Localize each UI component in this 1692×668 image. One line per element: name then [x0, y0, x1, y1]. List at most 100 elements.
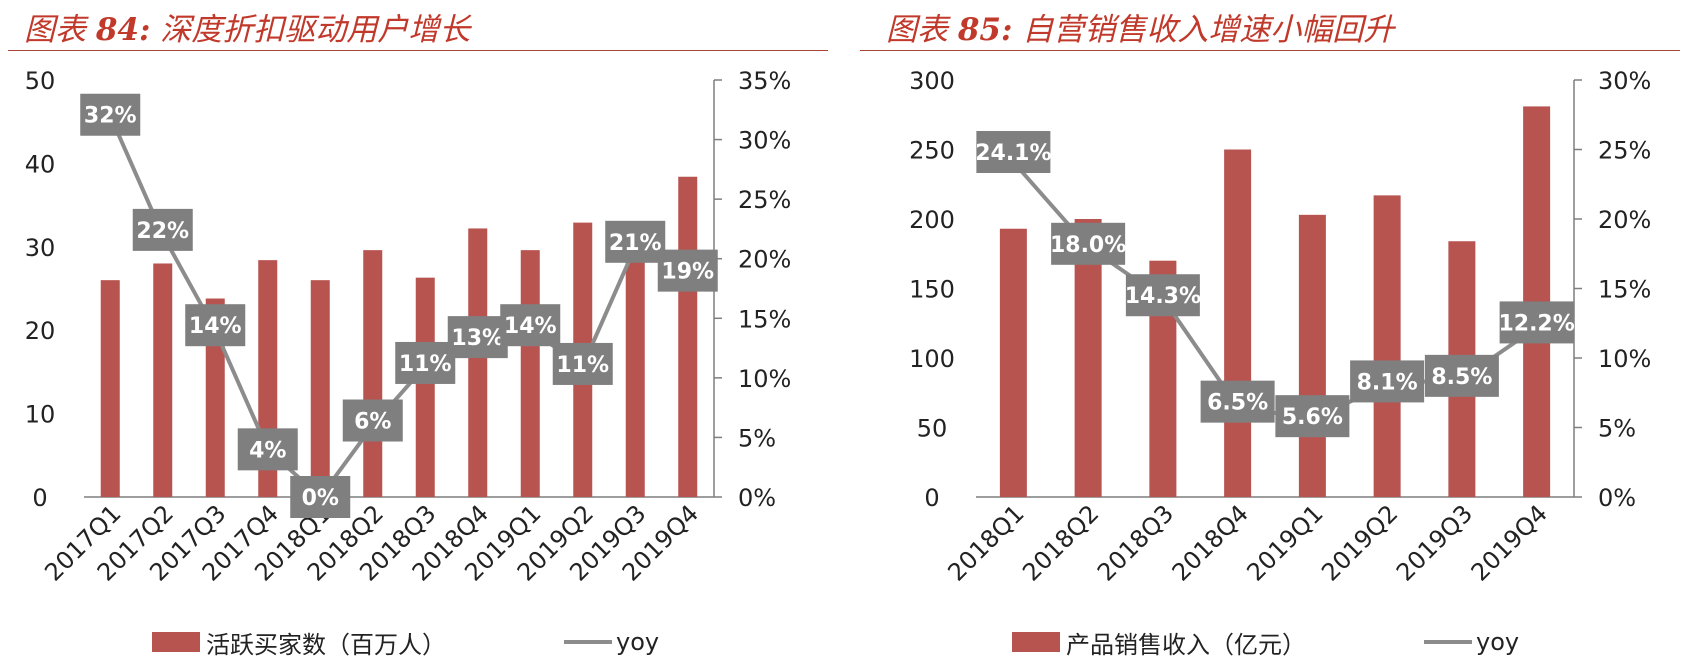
x-tick-label: 2018Q3: [1092, 499, 1179, 586]
right-tick-label: 20%: [1598, 206, 1651, 234]
yoy-data-label: 22%: [132, 208, 193, 251]
yoy-label-text: 18.0%: [1050, 233, 1126, 258]
left-tick-label: 40: [25, 150, 56, 178]
yoy-label-text: 8.5%: [1431, 365, 1492, 390]
yoy-data-label: 19%: [657, 249, 718, 292]
bar-2018Q2: [363, 250, 383, 497]
right-tick-label: 15%: [738, 305, 791, 333]
right-tick-label: 25%: [1598, 137, 1651, 165]
yoy-label-text: 5.6%: [1282, 405, 1343, 430]
yoy-label-box: [290, 476, 351, 518]
yoy-label-box: [132, 208, 193, 251]
bar-2018Q3: [415, 277, 435, 497]
x-tick-label: 2019Q2: [1316, 499, 1403, 586]
yoy-label-text: 6.5%: [1207, 391, 1268, 416]
left-tick-label: 50: [917, 415, 948, 443]
yoy-data-label: 32%: [80, 93, 141, 136]
chart-title: 图表 85: 自营销售收入增速小幅回升: [886, 12, 1395, 48]
yoy-data-label: 24.1%: [975, 131, 1052, 174]
yoy-data-label: 14%: [500, 304, 561, 347]
bar-2018Q1: [310, 280, 330, 497]
yoy-label-box: [1350, 360, 1425, 403]
yoy-label-text: 14%: [504, 314, 557, 339]
x-tick-label: 2018Q1: [942, 499, 1029, 586]
yoy-data-label: 6%: [342, 399, 403, 442]
x-tick-label: 2019Q1: [1241, 499, 1328, 586]
yoy-label-box: [500, 304, 561, 347]
left-tick-label: 20: [25, 317, 56, 345]
chart-svg-right: 0 50 100 150 200 250 300 0% 5% 10% 15% 20% 25% 30% 201…: [909, 67, 1651, 587]
yoy-label-text: 4%: [249, 438, 286, 463]
legend-line-label: yoy: [616, 628, 660, 656]
yoy-data-label: 18.0%: [1050, 222, 1126, 265]
yoy-label-text: 11%: [556, 353, 609, 378]
yoy-data-label: 11%: [552, 342, 613, 385]
left-tick-label: 150: [909, 276, 955, 304]
bar-2018Q2: [1074, 219, 1102, 497]
yoy-label-box: [185, 304, 246, 347]
title-divider: [8, 50, 828, 51]
bar-2018Q4: [468, 228, 488, 497]
right-tick-label: 15%: [1598, 276, 1651, 304]
legend-line-swatch: [1424, 640, 1472, 644]
left-tick-label: 200: [909, 206, 955, 234]
chart-panel-right: 图表 85: 自营销售收入增速小幅回升 0 50 100 150 200 250 300 0%…: [846, 0, 1692, 668]
left-tick-label: 100: [909, 345, 955, 373]
x-tick-label: 2019Q3: [1391, 499, 1478, 586]
left-tick-label: 250: [909, 137, 955, 165]
x-tick-label: 2018Q4: [1167, 499, 1254, 586]
bar-2018Q4: [1224, 149, 1252, 497]
bar-2017Q1: [100, 280, 120, 497]
right-tick-label: 5%: [738, 424, 776, 452]
yoy-label-text: 19%: [661, 260, 714, 285]
right-tick-label: 30%: [738, 127, 791, 155]
right-tick-label: 5%: [1598, 415, 1636, 443]
yoy-data-label: 14.3%: [1125, 274, 1201, 317]
right-tick-label: 25%: [738, 186, 791, 214]
yoy-label-text: 6%: [354, 410, 391, 435]
left-tick-label: 0: [32, 484, 47, 512]
yoy-label-box: [552, 342, 613, 385]
yoy-data-label: 21%: [605, 220, 666, 263]
yoy-label-box: [605, 220, 666, 263]
legend-line-label: yoy: [1476, 628, 1520, 656]
yoy-label-box: [1200, 380, 1275, 423]
bar-2019Q3: [625, 255, 645, 497]
yoy-label-text: 11%: [399, 352, 452, 377]
yoy-label-text: 21%: [609, 231, 662, 256]
left-tick-label: 0: [924, 484, 939, 512]
yoy-label-text: 0%: [302, 486, 339, 511]
yoy-data-label: 11%: [395, 341, 456, 384]
legend: 活跃买家数（百万人） yoy: [152, 627, 659, 659]
yoy-label-box: [80, 93, 141, 136]
bar-2017Q2: [153, 263, 173, 497]
yoy-label-text: 22%: [136, 219, 189, 244]
yoy-label-text: 32%: [84, 104, 137, 129]
left-tick-label: 30: [25, 234, 56, 262]
legend-bar-swatch: [1012, 632, 1060, 652]
x-tick-label: 2019Q4: [1466, 499, 1553, 586]
yoy-data-label: 4%: [237, 428, 298, 471]
bar-2018Q1: [999, 228, 1027, 498]
legend: 产品销售收入（亿元） yoy: [1012, 627, 1519, 659]
bar-2019Q4: [678, 176, 698, 497]
legend-item-line: yoy: [564, 628, 659, 656]
legend-bar-label: 产品销售收入（亿元）: [1066, 630, 1306, 659]
yoy-label-box: [395, 341, 456, 384]
legend-item-line: yoy: [1424, 628, 1519, 656]
left-tick-label: 50: [25, 67, 56, 95]
yoy-label-text: 13%: [451, 326, 504, 351]
bar-2019Q2: [1373, 195, 1401, 497]
yoy-label-box: [1424, 354, 1499, 397]
yoy-label-box: [342, 399, 403, 442]
yoy-data-label: 8.5%: [1424, 354, 1499, 397]
legend-line-swatch: [564, 640, 612, 644]
yoy-label-box: [1125, 274, 1200, 317]
yoy-label-box: [1499, 301, 1574, 344]
yoy-data-label: 5.6%: [1275, 395, 1350, 438]
chart-title: 图表 84: 深度折扣驱动用户增长: [24, 12, 471, 48]
yoy-data-label: 14%: [185, 304, 246, 347]
chart-panel-left: 图表 84: 深度折扣驱动用户增长 0 10 20 30 40 50 0% 5% 10% 15% 2…: [8, 12, 828, 659]
yoy-label-box: [1275, 395, 1350, 438]
yoy-label-text: 24.1%: [975, 141, 1051, 166]
